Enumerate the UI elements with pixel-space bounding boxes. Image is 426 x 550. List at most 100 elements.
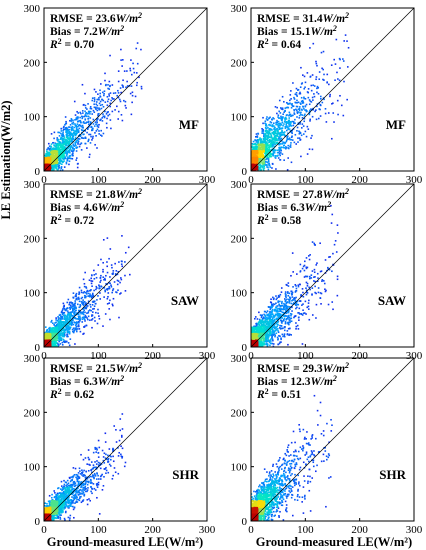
scatter-point bbox=[65, 155, 68, 157]
scatter-point bbox=[300, 134, 303, 137]
scatter-point bbox=[307, 308, 310, 310]
scatter-point bbox=[284, 300, 287, 303]
scatter-point bbox=[53, 164, 56, 166]
one-to-one-line bbox=[43, 7, 208, 172]
scatter-point bbox=[270, 306, 272, 309]
scatter-point bbox=[61, 315, 64, 318]
scatter-point bbox=[59, 337, 62, 340]
scatter-point bbox=[274, 140, 276, 142]
scatter-point bbox=[254, 167, 257, 170]
scatter-point bbox=[336, 275, 339, 278]
scatter-point bbox=[280, 321, 283, 323]
scatter-point bbox=[276, 119, 278, 122]
scatter-point bbox=[52, 159, 55, 161]
scatter-point bbox=[278, 146, 280, 149]
scatter-point bbox=[66, 318, 69, 321]
scatter-point bbox=[252, 158, 255, 161]
scatter-point bbox=[95, 101, 98, 103]
scatter-point bbox=[73, 329, 76, 331]
scatter-point bbox=[319, 95, 322, 98]
scatter-point bbox=[259, 314, 262, 316]
scatter-point bbox=[264, 139, 266, 141]
scatter-point bbox=[296, 273, 298, 275]
scatter-point bbox=[270, 148, 273, 151]
scatter-point bbox=[323, 73, 325, 76]
scatter-point bbox=[61, 312, 64, 315]
scatter-point bbox=[44, 159, 46, 162]
scatter-point bbox=[106, 117, 108, 120]
scatter-point bbox=[69, 316, 72, 318]
scatter-point bbox=[51, 341, 54, 343]
scatter-point bbox=[58, 336, 61, 339]
scatter-point bbox=[78, 145, 81, 148]
scatter-point bbox=[292, 286, 294, 288]
scatter-point bbox=[92, 311, 94, 313]
scatter-point bbox=[308, 286, 310, 289]
scatter-point bbox=[46, 152, 49, 154]
scatter-point bbox=[57, 131, 59, 134]
scatter-point bbox=[272, 305, 274, 307]
scatter-point bbox=[84, 130, 87, 132]
scatter-point bbox=[76, 166, 79, 169]
scatter-point bbox=[328, 268, 331, 271]
scatter-point bbox=[78, 127, 81, 130]
scatter-point bbox=[48, 165, 51, 168]
scatter-point bbox=[254, 139, 257, 142]
scatter-point bbox=[283, 147, 286, 149]
scatter-point bbox=[51, 155, 54, 158]
scatter-point bbox=[274, 130, 277, 133]
scatter-point bbox=[69, 312, 72, 314]
y-tick-label: 0 bbox=[35, 166, 41, 178]
scatter-point bbox=[267, 166, 269, 169]
scatter-point bbox=[275, 295, 277, 297]
scatter-point bbox=[93, 316, 96, 319]
scatter-point bbox=[99, 298, 102, 300]
scatter-point bbox=[302, 74, 304, 76]
scatter-point bbox=[89, 309, 91, 311]
scatter-point bbox=[81, 301, 84, 304]
scatter-point bbox=[97, 126, 100, 128]
scatter-point bbox=[56, 327, 59, 330]
scatter-point bbox=[66, 317, 68, 320]
scatter-point bbox=[50, 169, 53, 171]
scatter-point bbox=[278, 148, 281, 150]
scatter-point bbox=[83, 309, 86, 312]
scatter-point bbox=[302, 106, 305, 108]
scatter-point bbox=[78, 309, 80, 312]
scatter-point bbox=[89, 306, 92, 308]
scatter-point bbox=[274, 335, 276, 338]
scatter-point bbox=[121, 59, 124, 61]
scatter-point bbox=[300, 100, 303, 103]
scatter-point bbox=[299, 270, 302, 273]
scatter-point bbox=[259, 146, 261, 148]
scatter-point bbox=[256, 161, 258, 164]
scatter-point bbox=[275, 123, 278, 126]
scatter-point bbox=[45, 161, 48, 164]
scatter-point bbox=[104, 72, 106, 75]
scatter-point bbox=[61, 311, 64, 314]
scatter-point bbox=[252, 166, 255, 168]
scatter-point bbox=[93, 269, 95, 272]
scatter-point bbox=[67, 137, 69, 139]
scatter-point bbox=[301, 343, 304, 345]
scatter-point bbox=[278, 117, 280, 119]
scatter-point bbox=[252, 161, 254, 163]
scatter-point bbox=[271, 118, 273, 121]
scatter-point bbox=[58, 327, 61, 330]
scatter-point bbox=[258, 160, 261, 163]
scatter-point bbox=[311, 287, 314, 289]
scatter-point bbox=[260, 144, 262, 146]
scatter-point bbox=[83, 316, 85, 318]
scatter-point bbox=[279, 147, 281, 150]
scatter-point bbox=[291, 310, 293, 312]
scatter-point bbox=[107, 87, 109, 90]
scatter-point bbox=[257, 133, 260, 135]
scatter-point bbox=[279, 131, 282, 134]
scatter-point bbox=[78, 124, 81, 126]
scatter-point bbox=[55, 327, 58, 330]
scatter-point bbox=[320, 51, 323, 54]
scatter-point bbox=[49, 147, 52, 150]
scatter-point bbox=[268, 127, 271, 130]
scatter-point bbox=[105, 288, 108, 290]
